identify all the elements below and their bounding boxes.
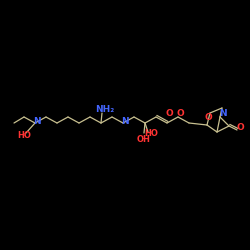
Text: HO: HO — [17, 132, 31, 140]
Text: O: O — [204, 112, 212, 122]
Text: O: O — [165, 110, 173, 118]
Text: N: N — [121, 116, 129, 126]
Text: N: N — [219, 110, 227, 118]
Text: N: N — [33, 116, 41, 126]
Text: HO: HO — [144, 130, 158, 138]
Text: NH₂: NH₂ — [96, 104, 114, 114]
Text: O: O — [176, 110, 184, 118]
Text: O: O — [236, 122, 244, 132]
Text: OH: OH — [137, 134, 151, 143]
